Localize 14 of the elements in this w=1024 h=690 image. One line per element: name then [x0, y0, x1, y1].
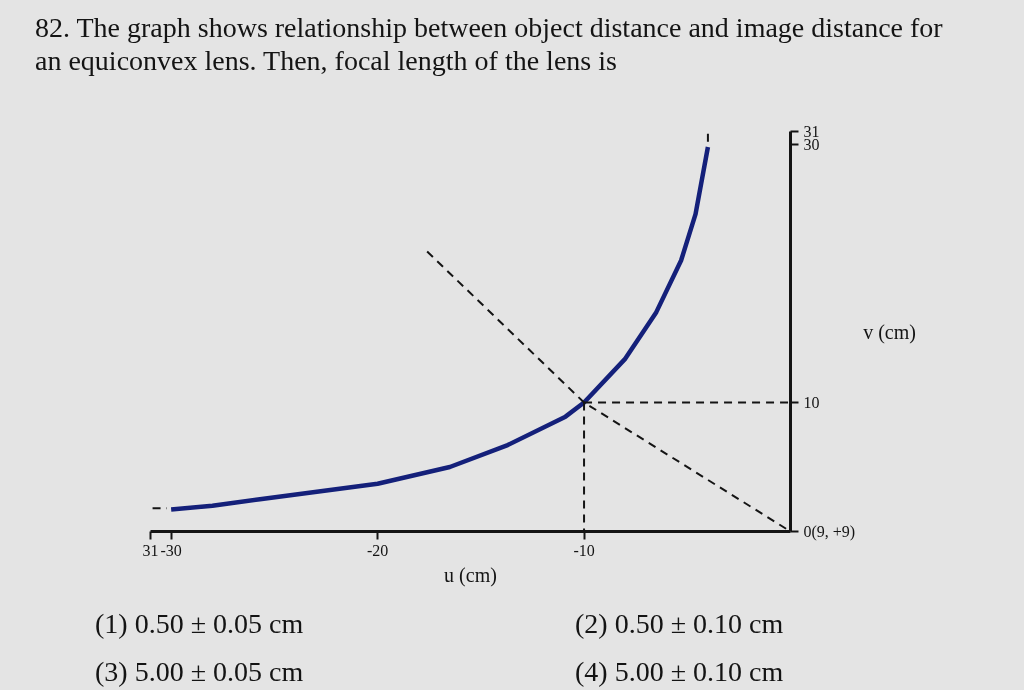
- y-tick-label: 31: [803, 123, 820, 140]
- text: (4) 5.00 ± 0.10 cm: [575, 655, 785, 689]
- text: (3) 5.00 ± 0.05 cm: [95, 655, 305, 689]
- x-axis-title: u (cm): [444, 563, 497, 587]
- x-tick-label: 31: [142, 541, 159, 559]
- chart-title: 82. The graph shows relationship between object distance and image distance for an equiconvex lens. Then, focal length of the lens is: [34, 11, 944, 77]
- text: (2) 0.50 ± 0.10 cm: [575, 607, 785, 641]
- x-tick-label: -10: [573, 541, 595, 559]
- x-tick-label: -30: [160, 541, 182, 559]
- y-tick-label: 10: [803, 393, 820, 411]
- x-tick-label: -20: [366, 541, 389, 559]
- y-tick-label: 0(9, +9): [803, 523, 856, 541]
- text: (1) 0.50 ± 0.05 cm: [95, 607, 305, 641]
- y-axis-title: v (cm): [863, 320, 916, 344]
